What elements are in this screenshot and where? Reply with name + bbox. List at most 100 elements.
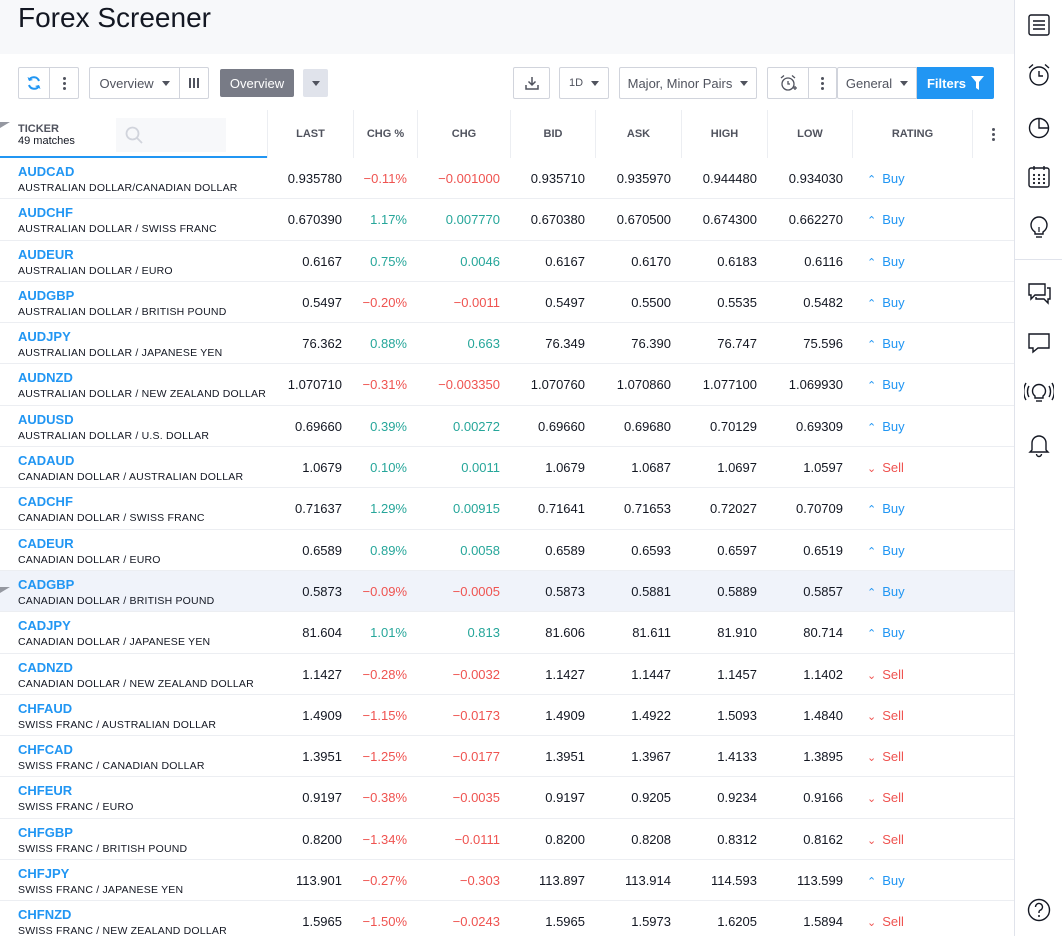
filters-button[interactable]: Filters (917, 67, 994, 99)
table-row[interactable]: CADGBP CANADIAN DOLLAR / BRITISH POUND 0.5… (0, 570, 1014, 613)
technical-rating: ⌃ Buy (867, 584, 905, 599)
add-alert-button[interactable] (768, 68, 808, 98)
ticker-symbol[interactable]: AUDGBP (18, 287, 75, 303)
alerts-button[interactable] (1024, 60, 1054, 90)
ticker-symbol[interactable]: AUDUSD (18, 411, 74, 427)
help-icon (1027, 898, 1051, 922)
notifications-button[interactable] (1024, 430, 1054, 460)
table-row[interactable]: CHFJPY SWISS FRANC / JAPANESE YEN 113.901 −… (0, 860, 1014, 902)
table-row[interactable]: AUDEUR AUSTRALIAN DOLLAR / EURO 0.6167 0.75… (0, 241, 1014, 282)
table-row[interactable]: AUDUSD AUSTRALIAN DOLLAR / U.S. DOLLAR 0.6… (0, 406, 1014, 448)
ticker-symbol[interactable]: CHFEUR (18, 783, 73, 799)
ticker-description: SWISS FRANC / BRITISH POUND (18, 842, 188, 855)
ticker-symbol[interactable]: CHFGBP (18, 824, 73, 840)
filters-label: Filters (926, 75, 966, 91)
refresh-more-button[interactable] (49, 68, 78, 98)
ideas-button[interactable] (1024, 213, 1054, 243)
column-header-chg[interactable]: CHG (417, 110, 510, 158)
ticker-symbol[interactable]: CADGBP (18, 576, 75, 592)
ticker-symbol[interactable]: AUDNZD (18, 370, 73, 386)
market-dropdown[interactable]: Major, Minor Pairs (619, 67, 757, 99)
tab-overview[interactable]: Overview (220, 69, 294, 97)
last-price: 0.5873 (302, 583, 342, 599)
table-row[interactable]: CHFNZD SWISS FRANC / NEW ZEALAND DOLLAR 1.… (0, 901, 1014, 936)
table-row[interactable]: CADEUR CANADIAN DOLLAR / EURO 0.6589 0.89% 0… (0, 530, 1014, 571)
table-row[interactable]: AUDCHF AUSTRALIAN DOLLAR / SWISS FRANC 0.6… (0, 199, 1014, 241)
ticker-search-input[interactable] (116, 118, 226, 152)
technical-rating: ⌃ Buy (867, 419, 905, 434)
chats-icon (1028, 283, 1051, 305)
column-header-high[interactable]: HIGH (681, 110, 767, 158)
ticker-symbol[interactable]: CADCHF (18, 494, 73, 510)
table-row[interactable]: AUDCAD AUSTRALIAN DOLLAR/CANADIAN DOLLAR 0… (0, 158, 1014, 200)
data-window-icon (1028, 117, 1050, 139)
last-price: 0.6589 (302, 542, 342, 558)
rating-label: Sell (882, 707, 904, 723)
change-percent: −0.20% (362, 294, 407, 310)
column-header-chg-percent[interactable]: CHG % (353, 110, 417, 158)
tab-overview-menu-button[interactable] (303, 69, 328, 97)
change-value: −0.0243 (452, 914, 500, 930)
category-dropdown[interactable]: General (837, 67, 917, 99)
table-row[interactable]: CADJPY CANADIAN DOLLAR / JAPANESE YEN 81.6… (0, 612, 1014, 654)
column-header-last[interactable]: LAST (267, 110, 353, 158)
timeframe-label: 1D (568, 77, 584, 89)
ticker-column-header[interactable]: TICKER 49 matches (0, 110, 267, 158)
low-price: 1.1402 (803, 666, 843, 682)
ticker-symbol[interactable]: CADJPY (18, 618, 71, 634)
table-row[interactable]: CADCHF CANADIAN DOLLAR / SWISS FRANC 0.716… (0, 488, 1014, 530)
ticker-symbol[interactable]: CHFNZD (18, 907, 72, 923)
ticker-symbol[interactable]: CHFCAD (18, 742, 73, 758)
ticker-symbol[interactable]: AUDJPY (18, 329, 71, 345)
chats-button[interactable] (1024, 278, 1054, 308)
ticker-symbol[interactable]: CHFAUD (18, 700, 73, 716)
refresh-button[interactable] (19, 68, 49, 98)
table-row[interactable]: CADNZD CANADIAN DOLLAR / NEW ZEALAND DOLL… (0, 654, 1014, 695)
table-row[interactable]: CADAUD CANADIAN DOLLAR / AUSTRALIAN DOLLA… (0, 447, 1014, 489)
column-set-dropdown[interactable]: Overview (90, 68, 179, 98)
watchlist-button[interactable] (1024, 10, 1054, 40)
column-header-rating[interactable]: RATING (852, 110, 972, 158)
table-row[interactable]: CHFCAD SWISS FRANC / CANADIAN DOLLAR 1.395… (0, 736, 1014, 778)
low-price: 0.934030 (788, 171, 843, 186)
rating-label: Buy (882, 583, 905, 599)
ticker-symbol[interactable]: AUDEUR (18, 246, 74, 262)
table-row[interactable]: CHFAUD SWISS FRANC / AUSTRALIAN DOLLAR 1.4… (0, 695, 1014, 737)
ticker-description: SWISS FRANC / EURO (18, 801, 134, 814)
ticker-description: AUSTRALIAN DOLLAR / U.S. DOLLAR (18, 429, 210, 442)
table-settings-button[interactable] (972, 110, 1014, 158)
change-percent: 0.89% (370, 542, 407, 558)
ticker-symbol[interactable]: AUDCHF (18, 205, 73, 221)
last-price: 113.901 (295, 873, 342, 889)
last-price: 0.5497 (302, 294, 342, 310)
table-row[interactable]: AUDGBP AUSTRALIAN DOLLAR / BRITISH POUND 0… (0, 282, 1014, 324)
ticker-symbol[interactable]: CADAUD (18, 453, 75, 469)
change-value: 0.813 (467, 625, 500, 641)
column-header-low[interactable]: LOW (767, 110, 852, 158)
ticker-symbol[interactable]: CHFJPY (18, 866, 70, 882)
table-row[interactable]: AUDNZD AUSTRALIAN DOLLAR / NEW ZEALAND DO… (0, 364, 1014, 406)
ticker-symbol[interactable]: CADEUR (18, 535, 74, 551)
ticker-symbol[interactable]: AUDCAD (18, 164, 75, 179)
timeframe-dropdown[interactable]: 1D (559, 67, 609, 99)
column-header-ask[interactable]: ASK (595, 110, 681, 158)
high-price: 1.6205 (717, 914, 757, 930)
refresh-group (18, 67, 79, 99)
ask-price: 1.3967 (631, 749, 671, 765)
table-row[interactable]: AUDJPY AUSTRALIAN DOLLAR / JAPANESE YEN 76… (0, 323, 1014, 365)
private-chat-button[interactable] (1024, 328, 1054, 358)
table-row[interactable]: CHFEUR SWISS FRANC / EURO 0.9197 −0.38% −0.0… (0, 777, 1014, 819)
calendar-button[interactable] (1024, 162, 1054, 192)
data-window-button[interactable] (1024, 113, 1054, 143)
help-button[interactable] (1024, 895, 1054, 925)
watchlist-icon (1028, 14, 1050, 36)
export-button[interactable] (513, 67, 550, 99)
streams-icon (1024, 382, 1054, 402)
high-price: 81.910 (717, 625, 757, 641)
column-header-bid[interactable]: BID (510, 110, 595, 158)
streams-button[interactable] (1024, 378, 1054, 408)
ticker-symbol[interactable]: CADNZD (18, 659, 73, 675)
table-row[interactable]: CHFGBP SWISS FRANC / BRITISH POUND 0.8200 −… (0, 819, 1014, 861)
alert-more-button[interactable] (808, 68, 836, 98)
columns-button[interactable] (179, 68, 208, 98)
